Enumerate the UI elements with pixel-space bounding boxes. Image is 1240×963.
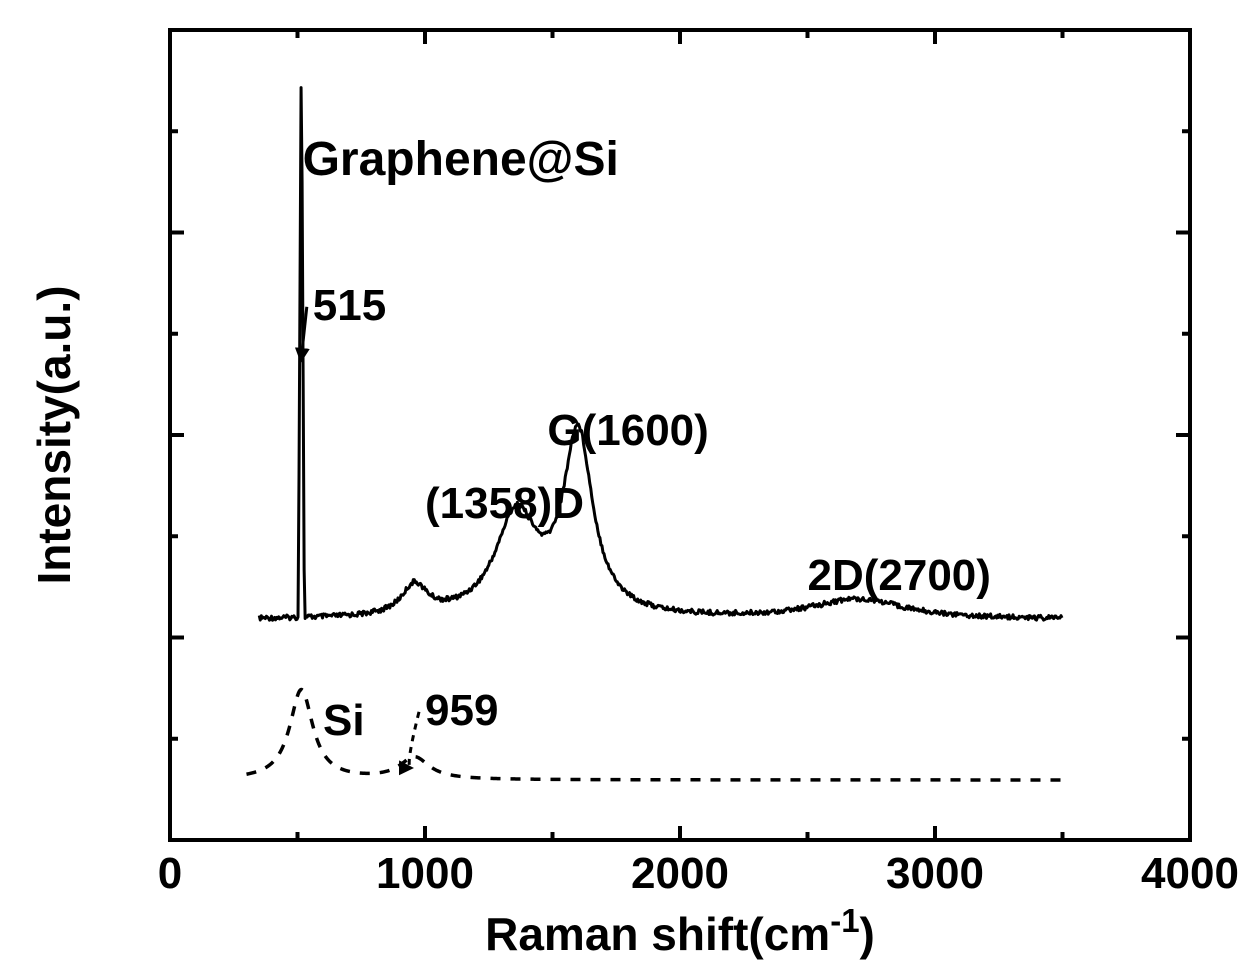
annotation-5: Si — [323, 696, 365, 745]
annotation-4: 2D(2700) — [808, 551, 991, 600]
annotation-1: 515 — [313, 281, 386, 330]
x-axis-title: Raman shift(cm-1) — [485, 902, 875, 960]
chart-svg: 0 1000 2000 3000 4000 Raman shift(cm-1) Intens… — [0, 0, 1240, 963]
x-tick-label: 1000 — [376, 849, 474, 898]
annotation-arrow — [409, 712, 419, 768]
raman-chart: 0 1000 2000 3000 4000 Raman shift(cm-1) Intens… — [0, 0, 1240, 963]
x-tick-label: 3000 — [886, 849, 984, 898]
annotation-2: (1358)D — [425, 479, 584, 528]
x-tick-label: 0 — [158, 849, 182, 898]
annotation-6: 959 — [425, 686, 498, 735]
series-si — [247, 689, 1063, 779]
x-tick-label: 4000 — [1141, 849, 1239, 898]
y-axis-title: Intensity(a.u.) — [28, 285, 80, 584]
x-tick-label: 2000 — [631, 849, 729, 898]
annotation-3: G(1600) — [547, 406, 708, 455]
annotation-0: Graphene@Si — [303, 133, 619, 186]
